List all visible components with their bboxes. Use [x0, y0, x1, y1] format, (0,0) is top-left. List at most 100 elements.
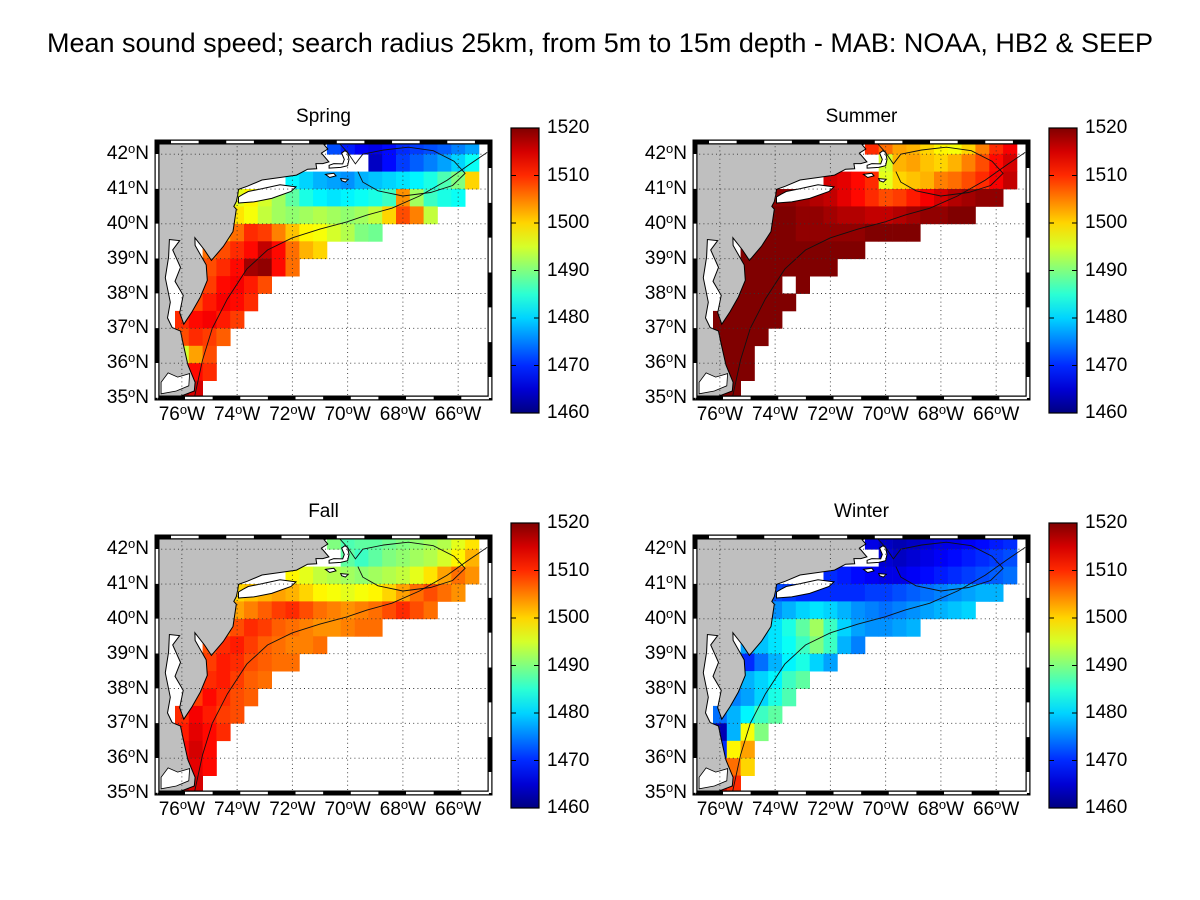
lon-tick-label: 68oW [379, 402, 427, 425]
colorbar-tick-label: 1480 [547, 307, 590, 328]
georges-bank-contour [337, 142, 466, 197]
lon-tick-label: 72oW [269, 797, 316, 820]
shelf-contour [193, 152, 488, 398]
colorbar-tick-label: 1500 [1085, 607, 1128, 628]
lat-tick-label: 40oN [106, 605, 149, 629]
map-summer [692, 139, 1031, 401]
lat-tick-label: 38oN [106, 280, 149, 304]
subplot-title-fall: Fall [308, 501, 339, 522]
lat-tick-label: 39oN [644, 640, 687, 664]
lat-tick-label: 36oN [106, 745, 149, 769]
map-frame [154, 534, 493, 796]
lat-tick-label: 36oN [644, 350, 687, 374]
lon-tick-label: 74oW [751, 797, 799, 820]
lat-tick-label: 35oN [644, 385, 687, 408]
colorbar-tick-label: 1500 [1085, 212, 1128, 233]
colorbar-tick-label: 1470 [547, 354, 590, 376]
lat-tick-label: 38oN [644, 280, 687, 304]
lat-tick-label: 41oN [106, 571, 149, 595]
lat-tick-label: 40oN [644, 210, 687, 234]
map-fall [154, 534, 493, 796]
lon-tick-label: 70oW [324, 797, 371, 820]
lat-tick-label: 42oN [644, 141, 687, 165]
land-layer [157, 537, 350, 793]
subplot-title-summer: Summer [825, 106, 898, 127]
colorbar-tick-label: 1490 [547, 259, 590, 281]
lat-tick-label: 40oN [106, 210, 149, 234]
map-frame [692, 534, 1031, 796]
colorbar-tick-label: 1460 [1085, 797, 1128, 818]
map-spring [154, 139, 493, 401]
lat-tick-label: 35oN [106, 780, 149, 803]
colorbar-fall [510, 522, 540, 809]
lat-tick-label: 37oN [644, 315, 687, 339]
graticule [157, 142, 490, 398]
land-layer [695, 537, 888, 793]
colorbar-tick-label: 1460 [547, 402, 590, 423]
graticule [695, 142, 1028, 398]
subplot-title-winter: Winter [834, 501, 889, 522]
land-layer [695, 142, 888, 398]
lat-tick-label: 36oN [106, 350, 149, 374]
lat-tick-label: 42oN [106, 536, 149, 560]
colorbar-tick-label: 1470 [1085, 354, 1128, 376]
colorbar-tick-label: 1490 [1085, 654, 1128, 676]
lon-tick-label: 70oW [862, 797, 909, 820]
lon-tick-label: 66oW [973, 797, 1020, 820]
lat-tick-label: 42oN [106, 141, 149, 165]
colorbar-tick-label: 1510 [1085, 559, 1128, 581]
colorbar-tick-label: 1470 [547, 749, 590, 771]
lat-tick-label: 41oN [644, 571, 687, 595]
colorbar-tick-label: 1490 [547, 654, 590, 676]
georges-bank-contour [875, 537, 1004, 592]
subplot-title-spring: Spring [296, 106, 351, 127]
colorbar-tick-label: 1460 [1085, 402, 1128, 423]
colorbar-tick-label: 1520 [547, 512, 590, 533]
georges-bank-contour [337, 537, 466, 592]
lon-tick-label: 70oW [324, 402, 371, 425]
lat-tick-label: 42oN [644, 536, 687, 560]
graticule [157, 537, 490, 793]
lon-tick-label: 74oW [751, 402, 799, 425]
georges-bank-contour [875, 142, 1004, 197]
colorbar-tick-label: 1500 [547, 212, 590, 233]
lat-tick-label: 37oN [644, 710, 687, 734]
colorbar-tick-label: 1520 [1085, 117, 1128, 138]
colorbar-tick-label: 1470 [1085, 749, 1128, 771]
lat-tick-label: 36oN [644, 745, 687, 769]
shelf-contour [731, 547, 1026, 793]
lon-tick-label: 76oW [696, 797, 744, 820]
colorbar-tick-label: 1520 [547, 117, 590, 138]
lat-tick-label: 41oN [644, 176, 687, 200]
lat-tick-label: 35oN [644, 780, 687, 803]
lat-tick-label: 40oN [644, 605, 687, 629]
shelf-contour [731, 152, 1026, 398]
lat-tick-label: 38oN [644, 675, 687, 699]
map-frame [154, 139, 493, 401]
lon-tick-label: 66oW [973, 402, 1020, 425]
lon-tick-label: 74oW [213, 797, 261, 820]
colorbar-tick-label: 1460 [547, 797, 590, 818]
map-frame [692, 139, 1031, 401]
lon-tick-label: 70oW [862, 402, 909, 425]
lon-tick-label: 68oW [917, 797, 965, 820]
lon-tick-label: 68oW [917, 402, 965, 425]
lat-tick-label: 39oN [106, 640, 149, 664]
colorbar-tick-label: 1510 [547, 164, 590, 186]
lon-tick-label: 66oW [435, 797, 482, 820]
lon-tick-label: 76oW [696, 402, 744, 425]
lon-tick-label: 72oW [807, 797, 854, 820]
colorbar-spring [510, 127, 540, 414]
shelf-contour [193, 547, 488, 793]
lon-tick-label: 68oW [379, 797, 427, 820]
figure-title: Mean sound speed; search radius 25km, fr… [47, 28, 1153, 58]
lat-tick-label: 39oN [644, 245, 687, 269]
lat-tick-label: 39oN [106, 245, 149, 269]
colorbar-tick-label: 1510 [547, 559, 590, 581]
colorbar-tick-label: 1500 [547, 607, 590, 628]
colorbar-tick-label: 1510 [1085, 164, 1128, 186]
colorbar-tick-label: 1480 [1085, 307, 1128, 328]
lat-tick-label: 41oN [106, 176, 149, 200]
colorbar-tick-label: 1480 [547, 702, 590, 723]
land-layer [157, 142, 350, 398]
